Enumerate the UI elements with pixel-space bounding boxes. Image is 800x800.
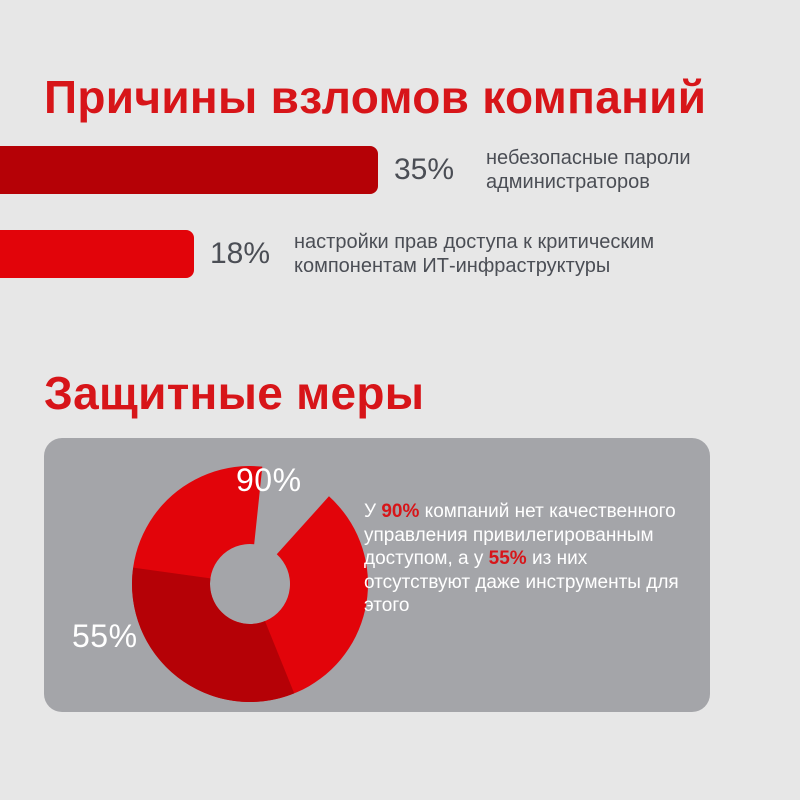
- description-line: администраторов: [486, 171, 650, 193]
- description-line: небезопасные пароли: [486, 147, 691, 169]
- section-title-protective-measures: Защитные меры: [44, 367, 425, 419]
- description-line: настройки прав доступа к критическим: [294, 231, 655, 253]
- ring-label-55: 55%: [72, 618, 138, 654]
- text-part: из них отсутствуют даже инструменты для …: [364, 548, 679, 616]
- description-access-rights: настройки прав доступа к критическим ком…: [294, 230, 654, 278]
- bar-row-access-rights: 18% настройки прав доступа к критическим…: [0, 230, 654, 278]
- highlight-90: 90%: [381, 501, 420, 522]
- text-part: У: [364, 501, 382, 522]
- ring-segment-55: [132, 567, 295, 702]
- percent-label-access-rights: 18%: [210, 237, 271, 270]
- ring-chart: [131, 466, 368, 702]
- text-part: компаний нет качественного управления пр…: [364, 501, 676, 569]
- description-line: компонентам ИТ-инфраструктуры: [294, 255, 611, 277]
- protective-measures-panel: 90% 55% У 90% компаний нет качественного…: [44, 438, 710, 712]
- highlight-55: 55%: [488, 548, 527, 569]
- section-title-breach-causes: Причины взломов компаний: [44, 71, 707, 123]
- bar-row-passwords: 35% небезопасные пароли администраторов: [0, 146, 691, 194]
- ring-label-90: 90%: [236, 462, 302, 498]
- bar-passwords: [0, 146, 378, 194]
- percent-label-passwords: 35%: [394, 153, 455, 186]
- protective-measures-text: У 90% компаний нет качественного управле…: [364, 500, 694, 618]
- bar-access-rights: [0, 230, 194, 278]
- description-passwords: небезопасные пароли администраторов: [486, 146, 691, 194]
